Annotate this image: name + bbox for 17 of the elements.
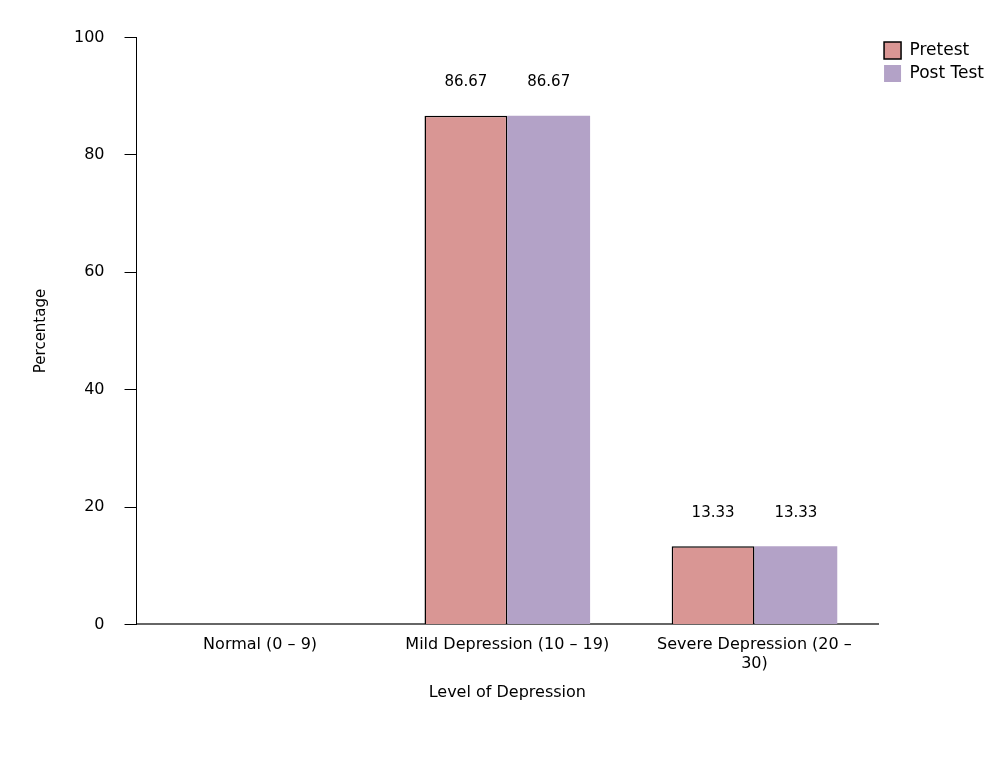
y-tick-label: 0 (94, 613, 105, 633)
legend-label: Pretest (909, 38, 970, 59)
y-tick-label: 100 (73, 26, 105, 46)
data-label: 86.67 (444, 72, 488, 91)
data-label: 86.67 (527, 72, 571, 91)
y-tick-label: 40 (84, 378, 105, 398)
x-tick-label: Severe Depression (20 – 30) (657, 634, 852, 673)
y-tick-label: 80 (84, 144, 105, 164)
x-tick-label: Mild Depression (10 – 19) (405, 634, 610, 654)
y-axis-title: Percentage (30, 288, 49, 374)
data-label: 13.33 (691, 502, 735, 521)
x-axis-title: Level of Depression (428, 681, 586, 701)
data-label: 13.33 (774, 502, 818, 521)
y-tick-label: 20 (84, 496, 105, 516)
y-tick-label: 60 (84, 261, 105, 281)
legend-label: Post Test (909, 61, 985, 82)
x-tick-label: Normal (0 – 9) (203, 634, 318, 654)
